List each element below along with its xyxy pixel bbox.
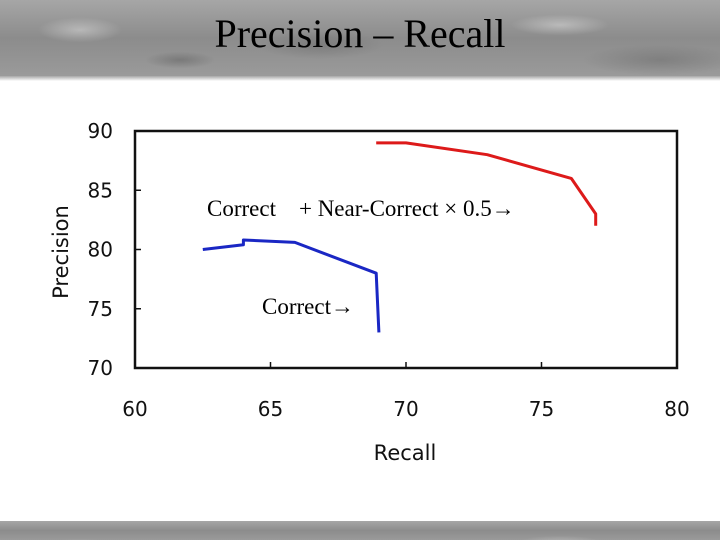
header-shadow [0, 76, 720, 81]
header-band [0, 0, 720, 76]
plot-frame [133, 129, 679, 370]
x-tick-label: 80 [664, 397, 689, 421]
series-line-1 [202, 238, 381, 333]
x-tick-label: 65 [258, 397, 283, 421]
annotation-correct: Correct→ [262, 294, 354, 319]
footer-band [0, 521, 720, 540]
y-tick-label: 85 [88, 178, 113, 202]
slide-title: Precision – Recall [214, 11, 506, 56]
y-tick-label: 80 [88, 238, 113, 262]
y-tick-label: 90 [88, 119, 113, 143]
x-tick-label: 70 [393, 397, 418, 421]
annotation-correct-plus-near: Correct + Near-Correct × 0.5→ [207, 196, 515, 221]
y-tick-label: 70 [88, 356, 113, 380]
y-tick-label: 75 [88, 297, 113, 321]
y-axis-title: Precision [49, 205, 73, 299]
series-line-0 [376, 141, 598, 226]
x-tick-label: 75 [529, 397, 554, 421]
x-tick-label: 60 [122, 397, 147, 421]
x-axis-title: Recall [374, 441, 437, 465]
